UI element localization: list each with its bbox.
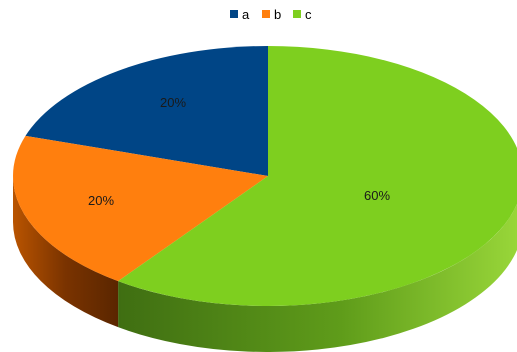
slice-labels: 20% 20% 60% xyxy=(88,95,390,208)
slice-side-b xyxy=(12,176,119,328)
chart-legend: a b c xyxy=(230,7,312,22)
slice-b xyxy=(13,135,268,282)
slice-label-a: 20% xyxy=(160,95,186,110)
legend-label-c: c xyxy=(305,7,312,22)
slice-label-b: 20% xyxy=(88,193,114,208)
legend-label-a: a xyxy=(242,7,250,22)
legend-label-b: b xyxy=(274,7,281,22)
pie-body xyxy=(12,46,517,352)
legend-swatch-a xyxy=(230,10,238,18)
slice-c xyxy=(118,46,517,306)
legend-swatch-c xyxy=(293,10,301,18)
slice-a xyxy=(25,46,269,176)
slice-side-c xyxy=(118,203,517,352)
slice-label-c: 60% xyxy=(364,188,390,203)
legend-swatch-b xyxy=(262,10,270,18)
